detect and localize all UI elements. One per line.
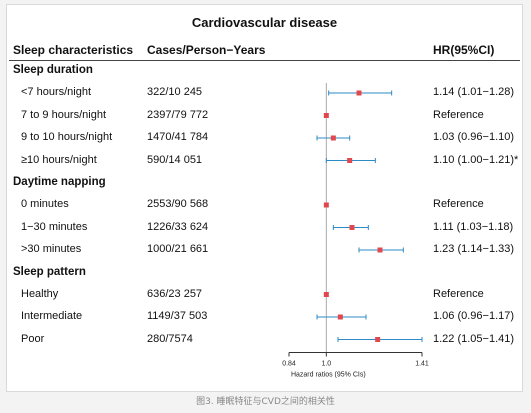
figure-caption: 图3. 睡眠特征与CVD之间的相关性 [196,397,335,407]
row-hr-text: 1.23 (1.14−1.33) [433,243,515,255]
row-hr-text: 1.22 (1.05−1.41) [433,332,515,345]
row-label: 7 to 9 hours/night [21,108,107,121]
hazard-ratio-point [356,90,362,96]
row-hr-text: 1.03 (0.96−1.10) [433,131,515,143]
row-label: Poor [21,332,45,345]
row-cases: 590/14 051 [147,153,203,166]
hazard-ratio-point [330,135,336,141]
header-divider [9,60,520,61]
row-cases: 1000/21 661 [147,243,209,255]
hazard-ratio-point [349,225,355,230]
x-tick-label: 1.41 [415,361,429,368]
row-cases: 322/10 245 [147,86,203,98]
hazard-ratio-point [323,202,329,208]
row-label: Healthy [21,287,59,300]
row-label: <7 hours/night [21,86,92,98]
row-hr-text: 1.14 (1.01−1.28) [433,86,515,98]
row-cases: 636/23 257 [147,287,203,300]
row-hr-text: 1.10 (1.00−1.21)* [433,153,519,166]
x-tick-label: 0.84 [282,361,296,368]
row-cases: 1149/37 503 [147,310,208,322]
forest-plot: 0.84 1.0 1.41 Hazard ratios (95% CIs) [282,83,429,379]
x-tick-label: 1.0 [321,361,331,368]
row-cases: 1470/41 784 [147,131,209,143]
header-hazard-ratio: HR(95%CI) [433,43,495,57]
row-label: ≥10 hours/night [21,153,97,166]
x-axis-label: Hazard ratios (95% CIs) [291,372,366,379]
hazard-ratio-point [377,247,383,253]
hazard-ratio-point [323,292,329,297]
row-hr-text: Reference [433,287,484,300]
row-label: 0 minutes [21,198,69,210]
hazard-ratio-point [323,113,329,118]
row-cases: 1226/33 624 [147,220,209,233]
row-cases: 2397/79 772 [147,108,209,121]
hazard-ratio-point [375,337,381,342]
row-hr-text: Reference [433,108,484,121]
group-label: Daytime napping [13,176,106,188]
forest-plot-panel: Cardiovascular disease Sleep characteris… [6,4,523,392]
row-hr-text: 1.11 (1.03−1.18) [433,220,514,233]
header-sleep-characteristics: Sleep characteristics [13,43,134,57]
row-label: 9 to 10 hours/night [21,131,113,143]
chart-title: Cardiovascular disease [191,15,338,30]
row-label: 1−30 minutes [21,220,88,233]
group-label: Sleep pattern [13,265,86,278]
hazard-ratio-point [337,314,343,320]
group-label: Sleep duration [13,64,93,76]
header-cases-person-years: Cases/Person−Years [147,43,266,57]
row-hr-text: Reference [433,198,484,210]
row-cases: 2553/90 568 [147,198,209,210]
row-label: Intermediate [21,310,83,322]
row-label: >30 minutes [21,243,82,255]
row-hr-text: 1.06 (0.96−1.17) [433,310,515,322]
hazard-ratio-point [347,158,353,163]
row-cases: 280/7574 [147,332,193,345]
